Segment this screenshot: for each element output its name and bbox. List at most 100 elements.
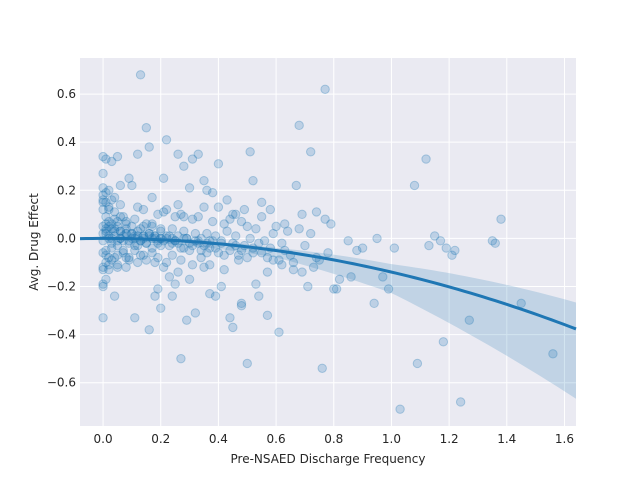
data-point [372,233,382,244]
data-point [202,185,212,195]
data-point [184,274,195,284]
data-point [161,257,172,268]
data-point [170,279,180,289]
data-point [107,243,117,253]
data-point [118,245,128,256]
data-point [104,252,114,263]
data-point [305,147,316,157]
data-point [132,240,143,251]
data-point [104,264,114,275]
data-point [205,260,215,270]
data-point [184,245,195,256]
data-point [121,216,131,227]
data-point [231,209,241,220]
data-point [187,154,198,164]
data-point [303,281,313,292]
data-point [130,214,140,224]
data-point [121,252,131,263]
data-point [245,233,255,244]
x-axis-ticks: 0.0 0.2 0.4 0.6 0.8 1.0 1.2 1.4 1.6 [94,432,574,446]
data-point [383,284,394,294]
data-point [98,197,108,208]
data-point [262,252,273,263]
data-point [254,291,264,301]
data-point [109,214,120,224]
data-point [213,248,224,258]
data-point [395,404,405,414]
y-tick-label: −0.2 [47,279,76,293]
data-point [112,260,123,270]
data-point [282,226,293,236]
data-point [156,303,166,313]
data-point [147,192,157,203]
data-point [236,298,247,309]
data-point [101,224,111,234]
data-point [308,262,319,272]
data-point [219,250,229,260]
data-point [193,149,203,159]
x-tick-label: 0.8 [324,432,343,446]
data-point [317,363,327,373]
data-point [101,226,111,236]
x-tick-label: 0.2 [151,432,170,446]
data-point [464,315,475,325]
data-point [435,236,446,246]
data-point [265,204,276,215]
data-point [132,226,143,236]
data-point [141,123,152,133]
data-point [490,238,500,248]
data-point [219,219,229,229]
data-point [121,219,131,229]
data-point [326,219,336,229]
confidence-band [80,237,576,399]
data-point [176,243,186,253]
data-point [156,224,166,234]
data-point [161,204,172,215]
data-point [256,212,267,222]
data-point [101,250,111,260]
data-point [228,209,238,220]
data-point [115,226,126,236]
data-point [101,212,111,222]
data-point [153,284,163,294]
data-point [187,260,198,270]
data-point [98,183,108,193]
data-point [158,207,169,217]
data-point [346,272,356,282]
x-tick-label: 0.6 [267,432,286,446]
data-points [98,70,558,414]
data-point [112,216,123,227]
data-point [300,240,310,251]
data-point [147,221,157,232]
data-point [179,161,189,171]
data-point [207,187,218,198]
data-point [101,274,111,284]
data-point [132,257,143,268]
data-point [124,252,134,263]
data-point [101,219,111,229]
data-point [144,325,154,335]
data-point [205,289,215,299]
x-tick-label: 1.4 [497,432,516,446]
data-point [112,221,123,232]
data-point [288,264,299,275]
data-point [98,168,108,179]
data-point [135,250,146,260]
data-point [320,214,330,224]
data-point [132,202,143,212]
data-point [242,252,252,263]
data-point [121,224,131,234]
data-point [202,248,212,258]
data-point [389,243,400,253]
data-point [441,243,451,253]
data-point [101,257,111,268]
grid-lines [80,58,576,426]
data-point [429,231,440,241]
data-point [98,281,108,292]
data-point [141,219,152,229]
data-point [101,187,111,198]
x-tick-label: 1.2 [440,432,459,446]
data-point [124,255,134,265]
data-point [268,228,278,239]
data-point [98,151,108,162]
